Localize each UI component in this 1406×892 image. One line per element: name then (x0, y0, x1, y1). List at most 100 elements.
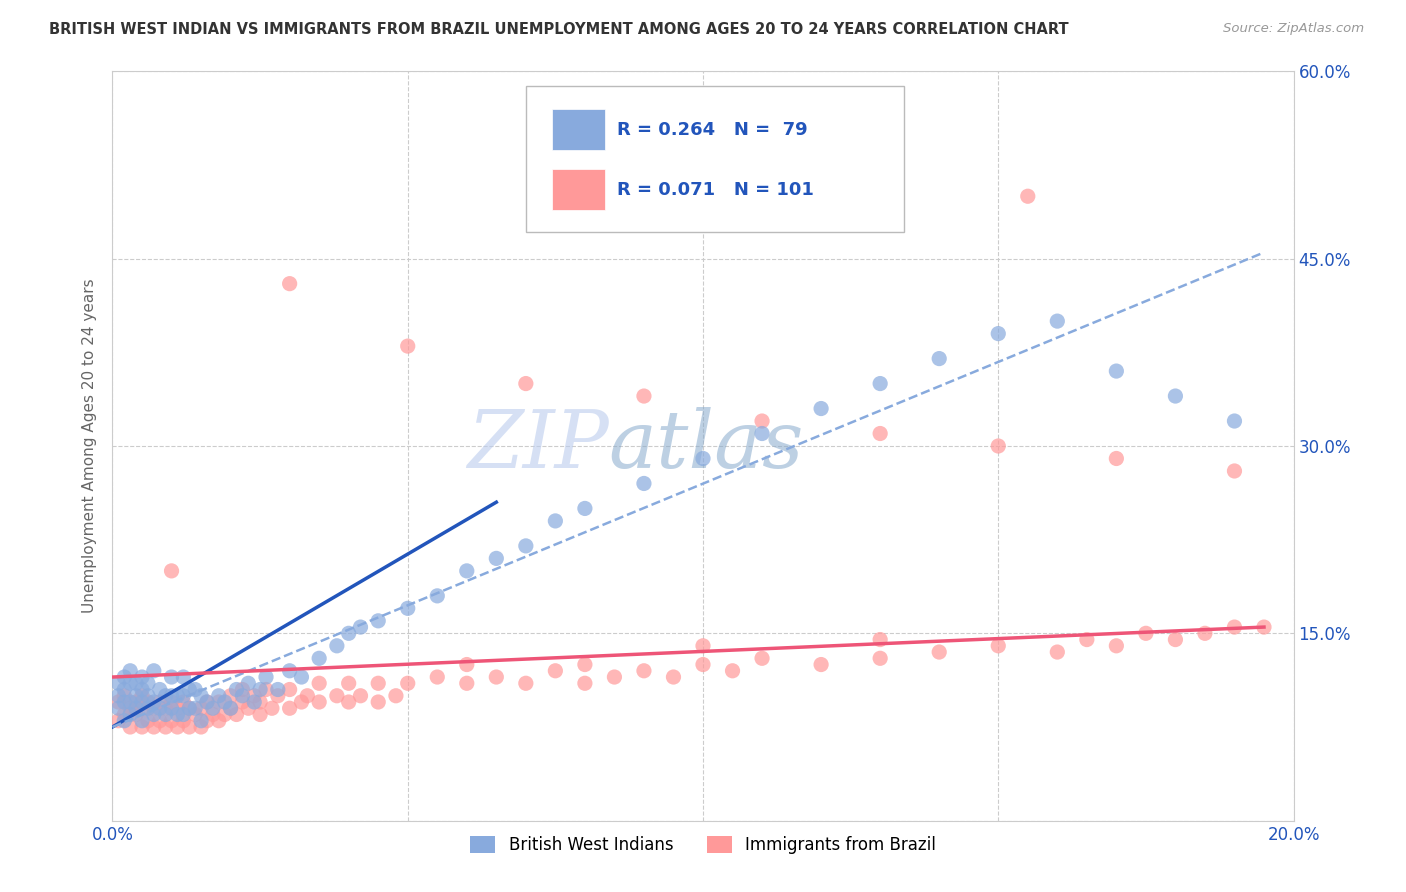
Point (131, 670, 153, 684)
Point (155, 701, 177, 715)
Point (515, 539, 537, 553)
Point (149, 695, 172, 709)
Point (166, 701, 188, 715)
Point (249, 682, 271, 697)
Point (249, 707, 271, 722)
Point (456, 564, 478, 578)
Text: Source: ZipAtlas.com: Source: ZipAtlas.com (1223, 22, 1364, 36)
Point (112, 670, 135, 684)
Point (172, 670, 194, 684)
Point (219, 701, 242, 715)
Point (367, 676, 389, 690)
Point (326, 639, 349, 653)
Point (396, 676, 419, 690)
Point (112, 682, 135, 697)
Point (179, 701, 201, 715)
Point (131, 714, 153, 728)
Point (367, 695, 389, 709)
Point (603, 670, 626, 684)
Point (544, 514, 567, 528)
Point (544, 664, 567, 678)
Text: atlas: atlas (609, 408, 804, 484)
Point (149, 714, 172, 728)
Point (155, 720, 177, 734)
Point (184, 707, 207, 722)
Point (267, 689, 290, 703)
Point (633, 389, 655, 403)
Point (172, 695, 194, 709)
Point (219, 689, 242, 703)
Point (166, 707, 188, 722)
Point (337, 676, 360, 690)
Point (149, 682, 172, 697)
Point (155, 707, 177, 722)
Text: BRITISH WEST INDIAN VS IMMIGRANTS FROM BRAZIL UNEMPLOYMENT AMONG AGES 20 TO 24 Y: BRITISH WEST INDIAN VS IMMIGRANTS FROM B… (49, 22, 1069, 37)
Text: ZIP: ZIP (467, 408, 609, 484)
Point (190, 714, 212, 728)
Point (160, 564, 183, 578)
Point (278, 682, 301, 697)
Point (238, 676, 260, 690)
Point (243, 695, 266, 709)
Point (243, 689, 266, 703)
Point (131, 682, 153, 697)
Point (149, 701, 172, 715)
Text: R = 0.264   N =  79: R = 0.264 N = 79 (617, 120, 807, 139)
Point (1253, 620, 1275, 634)
Point (308, 676, 330, 690)
Point (112, 714, 135, 728)
Point (125, 676, 148, 690)
Point (633, 476, 655, 491)
Point (190, 689, 212, 703)
Point (290, 670, 312, 684)
Point (166, 689, 188, 703)
Point (426, 589, 449, 603)
Point (1105, 364, 1128, 378)
Point (928, 351, 950, 366)
Point (254, 670, 277, 684)
Point (308, 695, 330, 709)
Point (208, 714, 231, 728)
Point (278, 701, 301, 715)
Point (337, 626, 360, 640)
Point (692, 639, 714, 653)
Point (367, 614, 389, 628)
FancyBboxPatch shape (551, 109, 605, 150)
Point (396, 601, 419, 615)
Point (1046, 645, 1069, 659)
Point (214, 707, 236, 722)
Point (349, 689, 371, 703)
Point (120, 707, 142, 722)
Point (308, 651, 330, 665)
Point (112, 689, 135, 703)
Point (225, 707, 247, 722)
Point (869, 632, 891, 647)
Point (120, 664, 142, 678)
Point (574, 501, 596, 516)
Point (107, 689, 129, 703)
Point (987, 326, 1010, 341)
Point (107, 676, 129, 690)
Point (574, 657, 596, 672)
FancyBboxPatch shape (551, 169, 605, 210)
Point (337, 695, 360, 709)
Point (238, 701, 260, 715)
Point (260, 701, 283, 715)
Point (721, 664, 744, 678)
Point (1135, 626, 1157, 640)
Point (1105, 639, 1128, 653)
Point (987, 639, 1010, 653)
Point (184, 701, 207, 715)
Point (1076, 632, 1098, 647)
Point (136, 695, 159, 709)
Point (219, 701, 242, 715)
Point (131, 720, 153, 734)
Point (125, 707, 148, 722)
Point (142, 707, 165, 722)
Point (810, 657, 832, 672)
Point (172, 714, 194, 728)
Point (160, 670, 183, 684)
Point (1194, 626, 1216, 640)
FancyBboxPatch shape (526, 87, 904, 233)
Point (107, 714, 129, 728)
